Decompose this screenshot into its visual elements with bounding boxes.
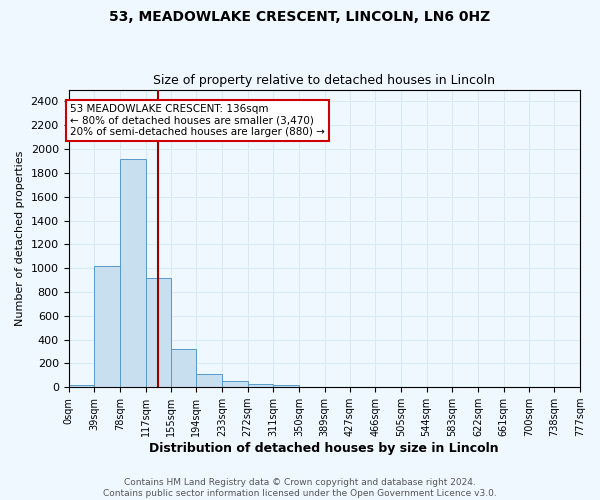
Bar: [196, 374, 222, 387]
Bar: [299, 386, 325, 387]
Text: 53, MEADOWLAKE CRESCENT, LINCOLN, LN6 0HZ: 53, MEADOWLAKE CRESCENT, LINCOLN, LN6 0H…: [109, 10, 491, 24]
Bar: [248, 384, 273, 387]
Bar: [68, 385, 94, 387]
Y-axis label: Number of detached properties: Number of detached properties: [15, 150, 25, 326]
Text: Contains HM Land Registry data © Crown copyright and database right 2024.
Contai: Contains HM Land Registry data © Crown c…: [103, 478, 497, 498]
Bar: [273, 386, 299, 387]
X-axis label: Distribution of detached houses by size in Lincoln: Distribution of detached houses by size …: [149, 442, 499, 455]
Bar: [170, 349, 196, 387]
Bar: [222, 382, 248, 387]
Bar: [120, 158, 146, 387]
Title: Size of property relative to detached houses in Lincoln: Size of property relative to detached ho…: [153, 74, 495, 87]
Text: 53 MEADOWLAKE CRESCENT: 136sqm
← 80% of detached houses are smaller (3,470)
20% : 53 MEADOWLAKE CRESCENT: 136sqm ← 80% of …: [70, 104, 325, 137]
Bar: [146, 278, 170, 387]
Bar: [94, 266, 120, 387]
